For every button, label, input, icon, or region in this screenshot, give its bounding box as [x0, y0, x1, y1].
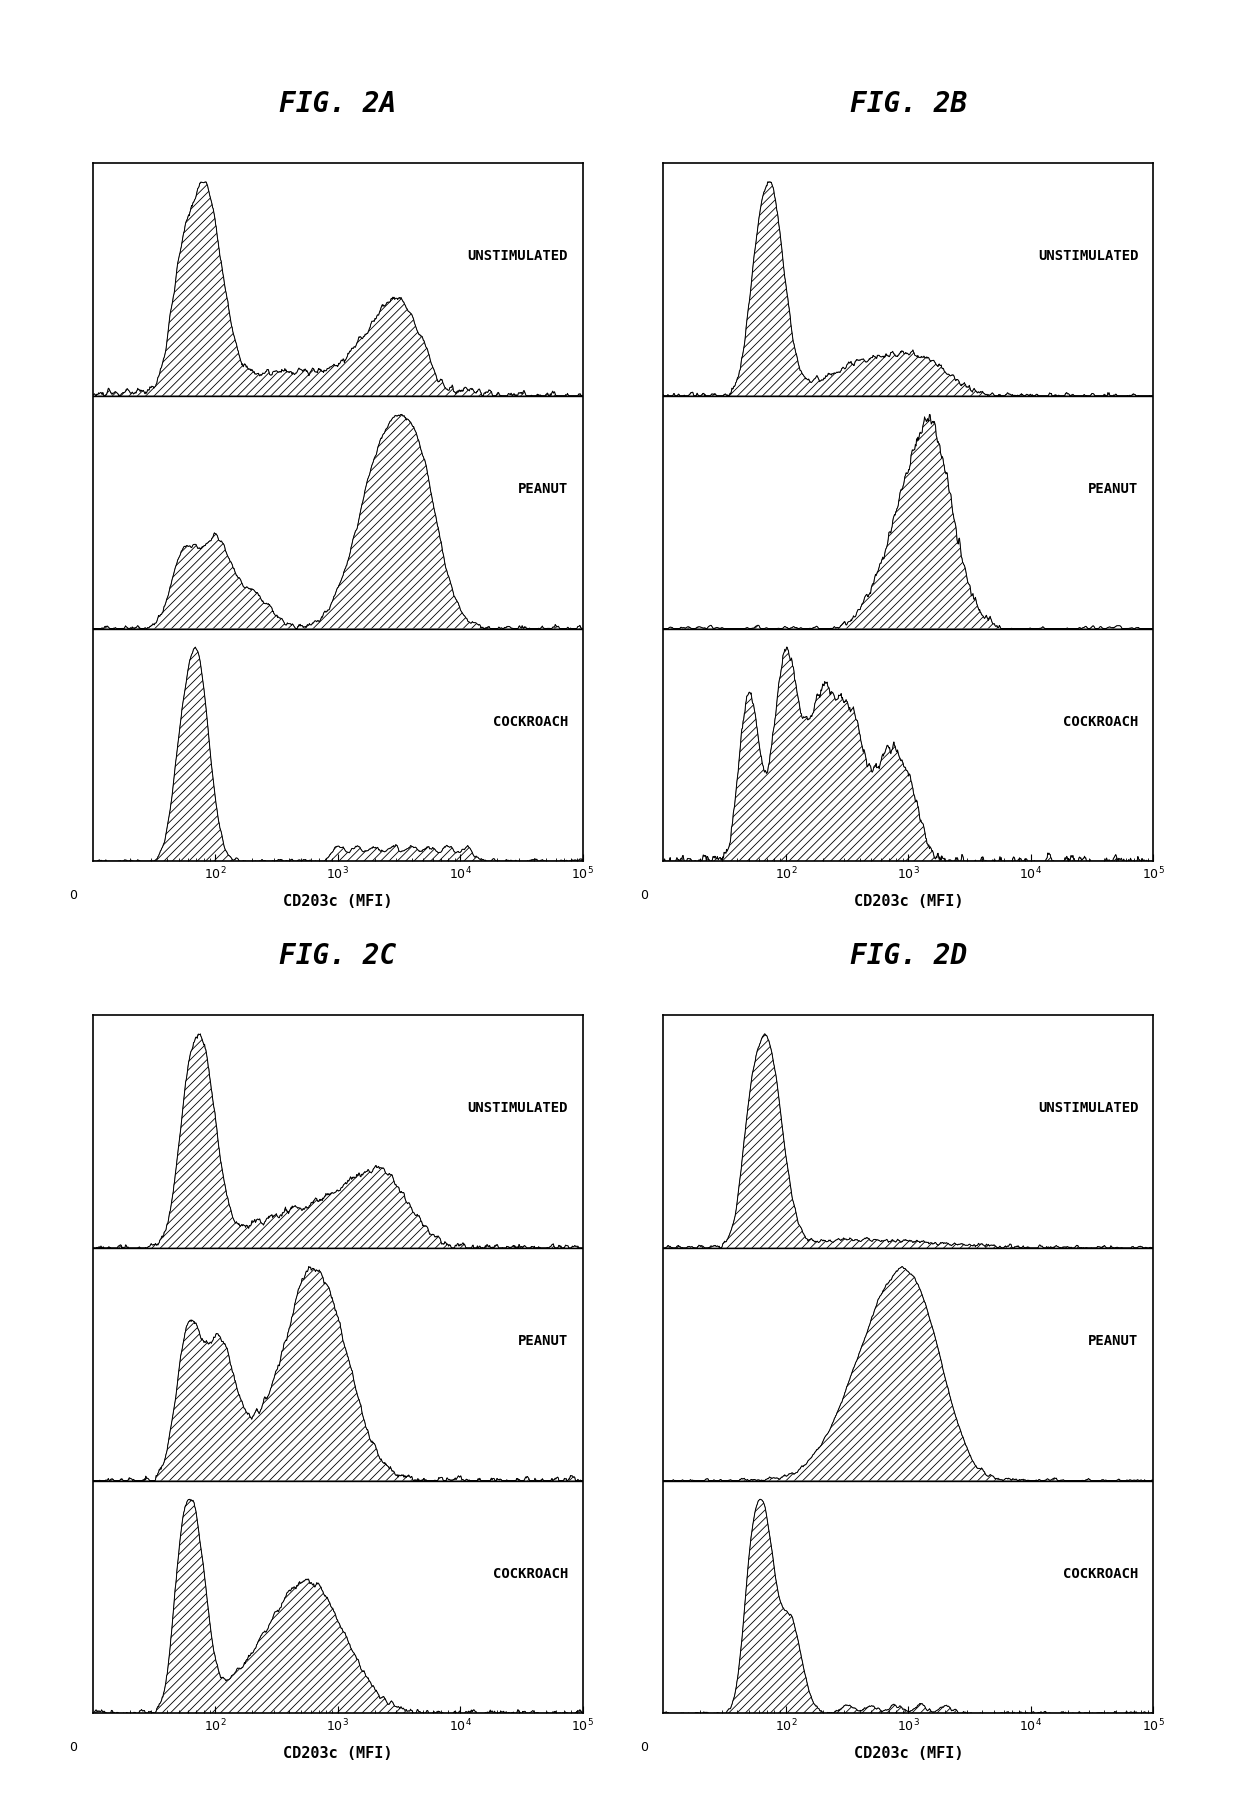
Text: 0: 0: [640, 888, 647, 903]
X-axis label: CD203c (MFI): CD203c (MFI): [853, 1746, 963, 1760]
X-axis label: CD203c (MFI): CD203c (MFI): [283, 1746, 393, 1760]
Text: COCKROACH: COCKROACH: [492, 714, 568, 729]
Text: COCKROACH: COCKROACH: [1063, 714, 1138, 729]
Text: UNSTIMULATED: UNSTIMULATED: [1038, 1100, 1138, 1115]
Text: FIG. 2D: FIG. 2D: [849, 943, 967, 970]
Text: PEANUT: PEANUT: [1089, 1334, 1138, 1349]
X-axis label: CD203c (MFI): CD203c (MFI): [853, 894, 963, 908]
Text: FIG. 2C: FIG. 2C: [279, 943, 397, 970]
Text: 0: 0: [69, 1740, 77, 1755]
Text: 0: 0: [69, 888, 77, 903]
Text: COCKROACH: COCKROACH: [1063, 1566, 1138, 1581]
Text: FIG. 2A: FIG. 2A: [279, 91, 397, 118]
Text: UNSTIMULATED: UNSTIMULATED: [467, 1100, 568, 1115]
Text: 0: 0: [640, 1740, 647, 1755]
X-axis label: CD203c (MFI): CD203c (MFI): [283, 894, 393, 908]
Text: UNSTIMULATED: UNSTIMULATED: [1038, 248, 1138, 263]
Text: COCKROACH: COCKROACH: [492, 1566, 568, 1581]
Text: PEANUT: PEANUT: [518, 482, 568, 497]
Text: FIG. 2B: FIG. 2B: [849, 91, 967, 118]
Text: PEANUT: PEANUT: [518, 1334, 568, 1349]
Text: PEANUT: PEANUT: [1089, 482, 1138, 497]
Text: UNSTIMULATED: UNSTIMULATED: [467, 248, 568, 263]
